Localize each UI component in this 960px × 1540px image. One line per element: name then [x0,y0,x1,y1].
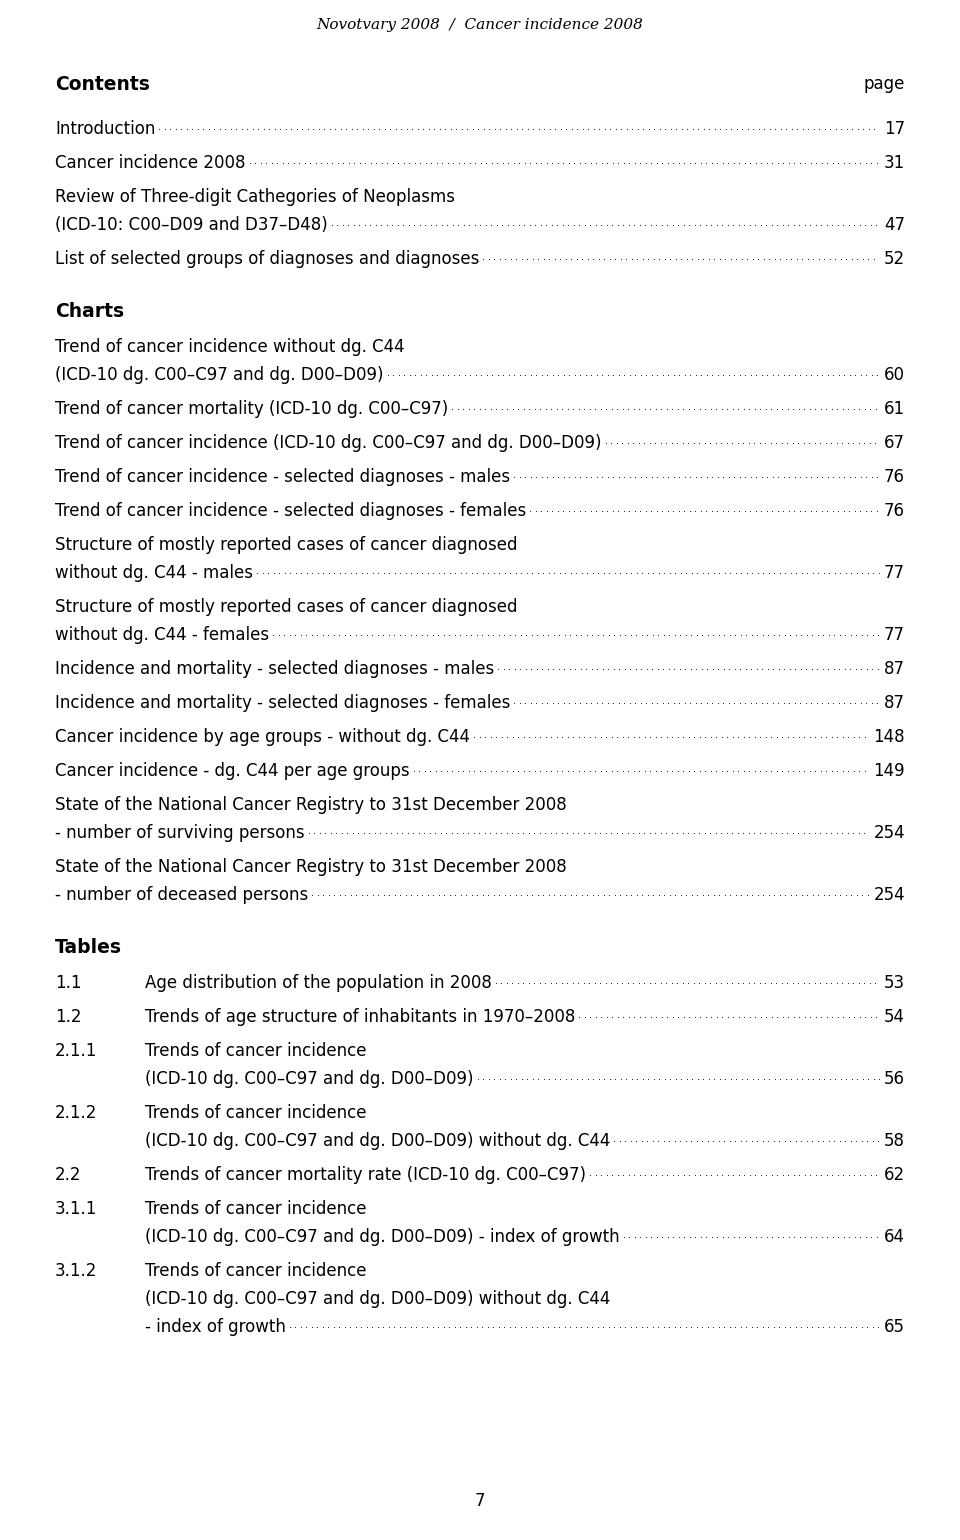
Text: 3.1.1: 3.1.1 [55,1200,97,1218]
Text: Trend of cancer incidence - selected diagnoses - males: Trend of cancer incidence - selected dia… [55,468,510,487]
Text: 2.1.2: 2.1.2 [55,1104,97,1123]
Text: (ICD-10 dg. C00–C97 and dg. D00–D09) without dg. C44: (ICD-10 dg. C00–C97 and dg. D00–D09) wit… [145,1291,611,1307]
Text: - number of surviving persons: - number of surviving persons [55,824,304,842]
Text: 76: 76 [884,468,905,487]
Text: 254: 254 [874,885,905,904]
Text: 77: 77 [884,564,905,582]
Text: Cancer incidence by age groups - without dg. C44: Cancer incidence by age groups - without… [55,728,470,745]
Text: without dg. C44 - females: without dg. C44 - females [55,625,269,644]
Text: Trends of age structure of inhabitants in 1970–2008: Trends of age structure of inhabitants i… [145,1009,575,1026]
Text: Introduction: Introduction [55,120,156,139]
Text: 56: 56 [884,1070,905,1087]
Text: 53: 53 [884,973,905,992]
Text: Trends of cancer incidence: Trends of cancer incidence [145,1104,367,1123]
Text: 52: 52 [884,249,905,268]
Text: (ICD-10 dg. C00–C97 and dg. D00–D09) - index of growth: (ICD-10 dg. C00–C97 and dg. D00–D09) - i… [145,1227,619,1246]
Text: Tables: Tables [55,938,122,956]
Text: Structure of mostly reported cases of cancer diagnosed: Structure of mostly reported cases of ca… [55,536,517,554]
Text: (ICD-10 dg. C00–C97 and dg. D00–D09) without dg. C44: (ICD-10 dg. C00–C97 and dg. D00–D09) wit… [145,1132,611,1150]
Text: 77: 77 [884,625,905,644]
Text: 60: 60 [884,367,905,383]
Text: Trends of cancer incidence: Trends of cancer incidence [145,1261,367,1280]
Text: Trend of cancer mortality (ICD-10 dg. C00–C97): Trend of cancer mortality (ICD-10 dg. C0… [55,400,448,417]
Text: 47: 47 [884,216,905,234]
Text: without dg. C44 - males: without dg. C44 - males [55,564,253,582]
Text: 61: 61 [884,400,905,417]
Text: page: page [864,75,905,92]
Text: Structure of mostly reported cases of cancer diagnosed: Structure of mostly reported cases of ca… [55,598,517,616]
Text: Cancer incidence - dg. C44 per age groups: Cancer incidence - dg. C44 per age group… [55,762,410,779]
Text: (ICD-10 dg. C00–C97 and dg. D00–D09): (ICD-10 dg. C00–C97 and dg. D00–D09) [145,1070,473,1087]
Text: 31: 31 [884,154,905,172]
Text: Incidence and mortality - selected diagnoses - males: Incidence and mortality - selected diagn… [55,661,494,678]
Text: Trends of cancer incidence: Trends of cancer incidence [145,1200,367,1218]
Text: 62: 62 [884,1166,905,1184]
Text: 148: 148 [874,728,905,745]
Text: 67: 67 [884,434,905,453]
Text: Trends of cancer incidence: Trends of cancer incidence [145,1043,367,1060]
Text: Charts: Charts [55,302,124,320]
Text: State of the National Cancer Registry to 31st December 2008: State of the National Cancer Registry to… [55,796,566,815]
Text: State of the National Cancer Registry to 31st December 2008: State of the National Cancer Registry to… [55,858,566,876]
Text: Incidence and mortality - selected diagnoses - females: Incidence and mortality - selected diagn… [55,695,511,711]
Text: (ICD-10: C00–D09 and D37–D48): (ICD-10: C00–D09 and D37–D48) [55,216,327,234]
Text: Cancer incidence 2008: Cancer incidence 2008 [55,154,246,172]
Text: Trend of cancer incidence without dg. C44: Trend of cancer incidence without dg. C4… [55,337,404,356]
Text: 7: 7 [475,1492,485,1511]
Text: 58: 58 [884,1132,905,1150]
Text: 64: 64 [884,1227,905,1246]
Text: 65: 65 [884,1318,905,1337]
Text: 1.1: 1.1 [55,973,82,992]
Text: Trend of cancer incidence (ICD-10 dg. C00–C97 and dg. D00–D09): Trend of cancer incidence (ICD-10 dg. C0… [55,434,602,453]
Text: 3.1.2: 3.1.2 [55,1261,97,1280]
Text: 54: 54 [884,1009,905,1026]
Text: Novotvary 2008  /  Cancer incidence 2008: Novotvary 2008 / Cancer incidence 2008 [317,18,643,32]
Text: 87: 87 [884,661,905,678]
Text: Trends of cancer mortality rate (ICD-10 dg. C00–C97): Trends of cancer mortality rate (ICD-10 … [145,1166,586,1184]
Text: 2.2: 2.2 [55,1166,82,1184]
Text: 254: 254 [874,824,905,842]
Text: - index of growth: - index of growth [145,1318,286,1337]
Text: 2.1.1: 2.1.1 [55,1043,97,1060]
Text: Review of Three-digit Cathegories of Neoplasms: Review of Three-digit Cathegories of Neo… [55,188,455,206]
Text: (ICD-10 dg. C00–C97 and dg. D00–D09): (ICD-10 dg. C00–C97 and dg. D00–D09) [55,367,383,383]
Text: 149: 149 [874,762,905,779]
Text: Age distribution of the population in 2008: Age distribution of the population in 20… [145,973,492,992]
Text: 1.2: 1.2 [55,1009,82,1026]
Text: 17: 17 [884,120,905,139]
Text: Trend of cancer incidence - selected diagnoses - females: Trend of cancer incidence - selected dia… [55,502,526,521]
Text: - number of deceased persons: - number of deceased persons [55,885,308,904]
Text: Contents: Contents [55,75,150,94]
Text: List of selected groups of diagnoses and diagnoses: List of selected groups of diagnoses and… [55,249,479,268]
Text: 87: 87 [884,695,905,711]
Text: 76: 76 [884,502,905,521]
